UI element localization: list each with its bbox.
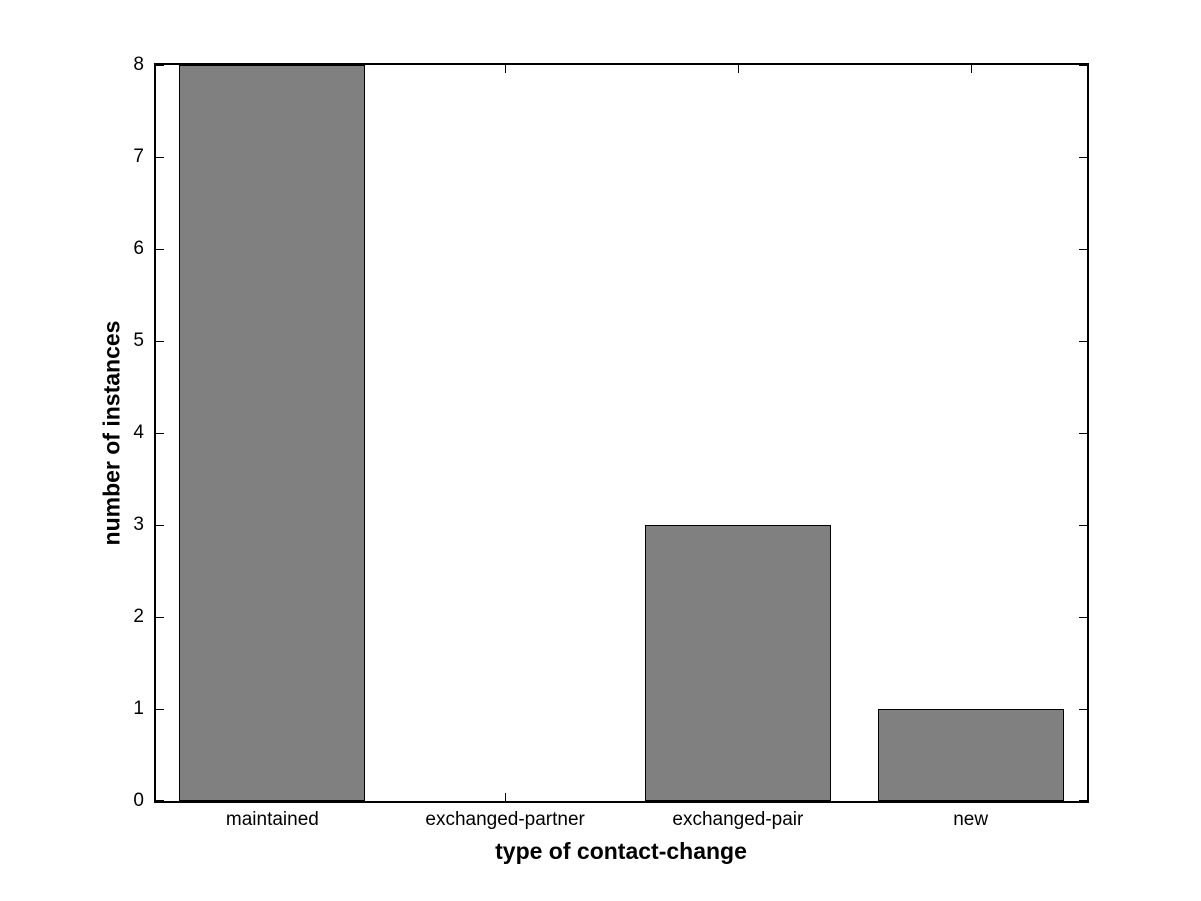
x-tick-label: maintained (225, 809, 319, 830)
y-tick-label: 0 (133, 790, 144, 811)
y-tick-label: 6 (133, 238, 144, 259)
y-tick (1079, 617, 1087, 618)
x-tick-label: new (953, 809, 989, 830)
y-tick (156, 800, 164, 801)
y-tick (1079, 800, 1087, 801)
bar-maintained (179, 65, 366, 801)
x-tick-label: exchanged-partner (425, 809, 585, 830)
y-tick (1079, 709, 1087, 710)
plot-area (154, 63, 1089, 803)
y-tick-label: 7 (133, 146, 144, 167)
y-tick (156, 341, 164, 342)
bar-new (877, 709, 1064, 801)
x-tick (505, 793, 507, 801)
x-axis-label: type of contact-change (495, 838, 747, 864)
bar-exchanged-pair (644, 525, 831, 801)
y-tick-label: 5 (133, 330, 144, 351)
x-tick-label: exchanged-pair (672, 809, 804, 830)
y-tick (156, 65, 164, 66)
y-tick (1079, 249, 1087, 250)
y-tick-label: 4 (133, 422, 144, 443)
y-tick (156, 709, 164, 710)
y-tick (156, 525, 164, 526)
y-tick (156, 617, 164, 618)
y-tick (1079, 433, 1087, 434)
x-tick (970, 65, 972, 73)
y-tick (1079, 341, 1087, 342)
y-tick-label: 2 (133, 606, 144, 627)
y-tick (1079, 525, 1087, 526)
y-tick (156, 433, 164, 434)
y-tick-label: 8 (133, 54, 144, 75)
y-tick (156, 157, 164, 158)
y-tick-label: 1 (133, 698, 144, 719)
x-tick (737, 65, 739, 73)
y-tick (1079, 65, 1087, 66)
y-tick (156, 249, 164, 250)
x-tick (505, 65, 507, 73)
y-tick-label: 3 (133, 514, 144, 535)
y-tick (1079, 157, 1087, 158)
